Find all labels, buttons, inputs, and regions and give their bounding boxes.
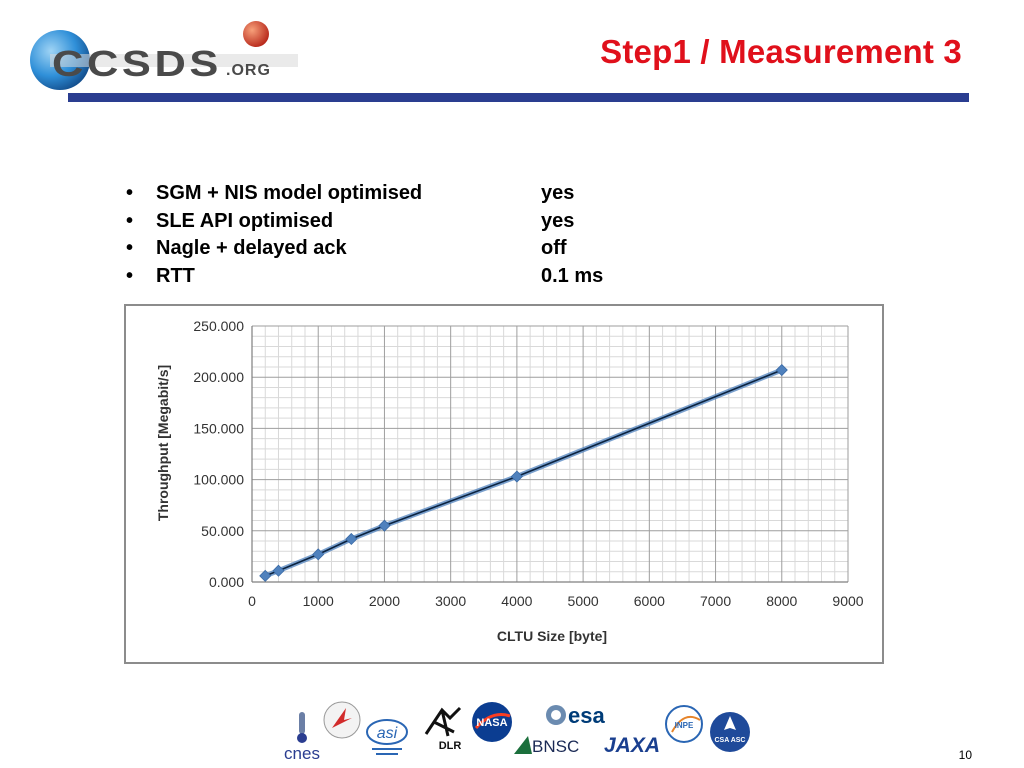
cnes-text: cnes	[284, 744, 320, 762]
parameter-label: SLE API optimised	[156, 209, 334, 232]
y-tick-label: 100.000	[193, 472, 244, 488]
x-tick-label: 8000	[766, 593, 797, 609]
data-point	[312, 548, 325, 561]
list-item: • Nagle + delayed ack off	[126, 235, 726, 263]
csa-logo: CSA ASC	[708, 710, 754, 756]
roscosmos-logo	[322, 700, 362, 740]
data-point	[345, 532, 358, 546]
list-item: • SLE API optimised yes	[126, 208, 726, 236]
y-tick-label: 150.000	[193, 420, 244, 436]
x-tick-label: 7000	[700, 593, 731, 609]
esa-logo: esa	[544, 702, 618, 728]
bullet-icon: •	[126, 237, 134, 260]
asi-text: asi	[377, 725, 398, 742]
parameter-value: off	[541, 237, 567, 260]
list-item: • RTT 0.1 ms	[126, 263, 726, 291]
y-axis-label: Throughput [Megabit/s]	[155, 365, 171, 521]
bullet-icon: •	[126, 264, 134, 287]
parameter-list: • SGM + NIS model optimised yes • SLE AP…	[126, 180, 726, 290]
data-point	[272, 564, 285, 577]
jaxa-logo: JAXA	[602, 728, 662, 760]
inpe-logo: INPE	[662, 702, 708, 748]
logo-suffix: .ORG	[226, 62, 271, 79]
nasa-text: NASA	[476, 717, 507, 729]
data-point	[378, 519, 391, 532]
parameter-value: yes	[541, 182, 575, 205]
x-tick-label: 2000	[369, 593, 400, 609]
x-tick-label: 5000	[568, 593, 599, 609]
partner-logos: cnes asi DLR NASA	[280, 694, 760, 766]
y-tick-label: 50.000	[201, 523, 244, 539]
chart-canvas: 0 1000 2000 3000 4000 5000 6000 7000 8000 9000 0.0…	[155, 318, 864, 644]
parameter-value: 0.1 ms	[541, 264, 604, 287]
x-axis-label: CLTU Size [byte]	[497, 628, 607, 644]
title-rule	[68, 93, 969, 102]
x-tick-label: 0	[248, 593, 256, 609]
series-layer	[259, 363, 788, 582]
y-tick-label: 200.000	[193, 369, 244, 385]
tick-labels: 0 1000 2000 3000 4000 5000 6000 7000 8000 9000 0.0…	[193, 318, 863, 609]
list-item: • SGM + NIS model optimised yes	[126, 180, 726, 208]
x-tick-label: 9000	[832, 593, 863, 609]
bnsc-logo: BNSC	[512, 730, 582, 758]
chart-axes	[251, 326, 848, 583]
cnes-logo: cnes	[280, 710, 324, 763]
jaxa-text: JAXA	[604, 734, 660, 757]
ccsds-logo: CCSDS .ORG	[28, 18, 298, 98]
inpe-text: INPE	[675, 721, 694, 730]
asi-logo: asi	[364, 714, 410, 758]
data-point	[259, 569, 272, 582]
esa-text: esa	[568, 703, 605, 728]
csa-text: CSA ASC	[715, 737, 746, 744]
x-tick-label: 1000	[303, 593, 334, 609]
dlr-text: DLR	[439, 740, 462, 752]
parameter-label: Nagle + delayed ack	[156, 237, 347, 260]
parameter-label: SGM + NIS model optimised	[156, 182, 423, 205]
throughput-chart: 0 1000 2000 3000 4000 5000 6000 7000 8000 9000 0.0…	[124, 304, 884, 664]
data-point	[775, 363, 788, 377]
dlr-logo: DLR	[420, 704, 466, 752]
parameter-value: yes	[541, 209, 575, 232]
logo-text: CCSDS	[52, 43, 222, 84]
data-point	[510, 470, 523, 483]
x-tick-label: 3000	[435, 593, 466, 609]
parameter-label: RTT	[156, 264, 195, 287]
bullet-icon: •	[126, 209, 134, 232]
nasa-logo: NASA	[470, 700, 514, 744]
y-tick-label: 0.000	[209, 574, 244, 590]
page-title: Step1 / Measurement 3	[600, 33, 962, 70]
bnsc-text: BNSC	[532, 737, 579, 756]
x-tick-label: 6000	[634, 593, 665, 609]
x-tick-label: 4000	[501, 593, 532, 609]
bullet-icon: •	[126, 182, 134, 205]
y-tick-label: 250.000	[193, 318, 244, 334]
page-number: 10	[958, 748, 972, 762]
